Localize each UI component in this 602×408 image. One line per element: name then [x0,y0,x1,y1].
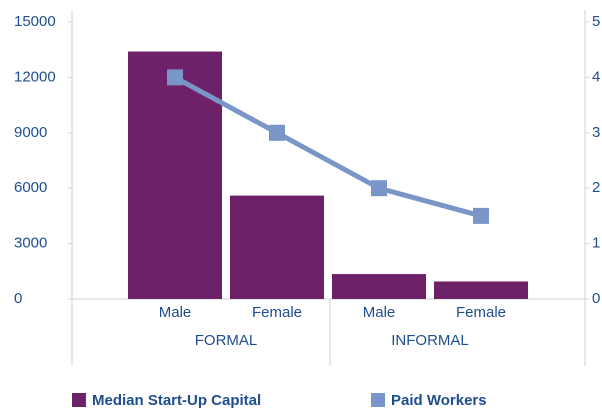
y-tick-label: 3000 [14,235,47,252]
y2-tick-label: 5 [592,13,600,30]
x-tick-label: Male [363,304,396,321]
y2-tick-label: 4 [592,68,600,85]
y2-tick-label: 3 [592,124,600,141]
y2-tick-label: 2 [592,179,600,196]
x-tick-label: Male [159,304,192,321]
line [173,75,482,219]
group-label: INFORMAL [391,332,469,349]
legend-swatch [371,393,385,407]
bar [230,195,324,299]
y2-tick-label: 0 [592,290,600,307]
y-tick-label: 12000 [14,68,56,85]
bar [332,274,426,299]
line-marker [269,124,285,141]
legend-swatch [72,393,86,407]
y2-tick-label: 1 [592,235,600,252]
legend-label: Median Start-Up Capital [92,392,261,408]
x-tick-label: Female [456,304,506,321]
group-label: FORMAL [195,332,258,349]
y-tick-label: 15000 [14,13,56,30]
bar [434,281,528,299]
bar [128,51,222,300]
line-marker [167,69,183,86]
x-tick-label: Female [252,304,302,321]
y-tick-label: 9000 [14,124,47,141]
y-tick-label: 6000 [14,179,47,196]
y-tick-label: 0 [14,290,22,307]
legend-label: Paid Workers [391,392,487,408]
line-marker [371,180,387,197]
line-marker [473,207,489,224]
